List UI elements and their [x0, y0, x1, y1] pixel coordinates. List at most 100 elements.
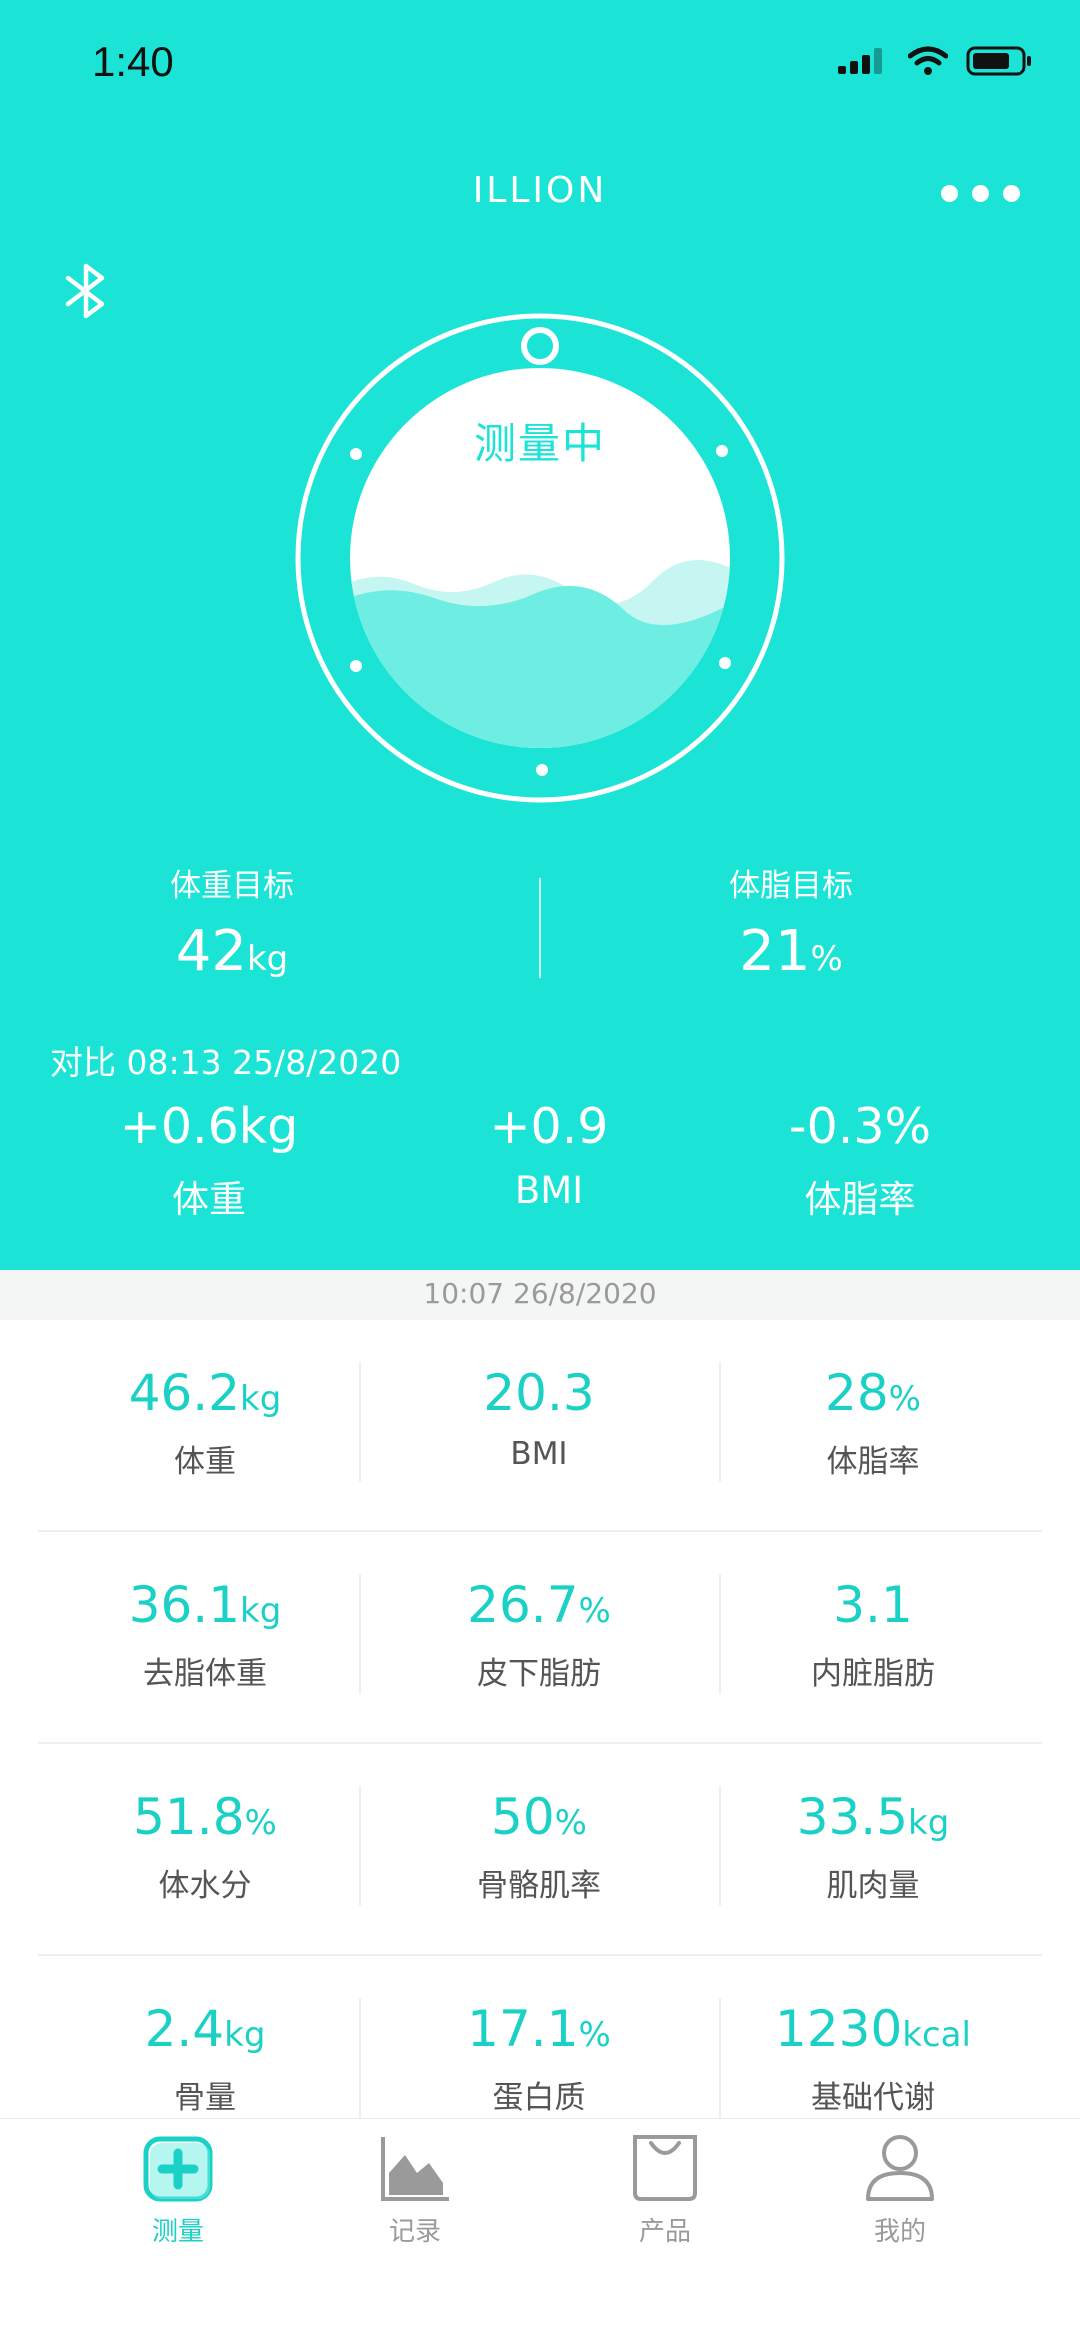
column-divider [719, 1786, 721, 1906]
metric-value: 36.1kg [38, 1576, 372, 1634]
metric-muscle-mass[interactable]: 33.5kg 肌肉量 [706, 1744, 1040, 1954]
page-title: ILLION [472, 170, 608, 211]
person-icon [866, 2135, 934, 2201]
column-divider [719, 1998, 721, 2118]
chart-icon [381, 2137, 449, 2201]
column-divider [359, 1998, 361, 2118]
metric-value: 20.3 [372, 1364, 706, 1422]
more-dot-icon [1003, 185, 1020, 202]
metric-number: 33.5 [796, 1788, 909, 1846]
fat-goal-value: 21% [611, 919, 971, 984]
metrics-grid: 46.2kg 体重 20.3 BMI 28% 体脂率 36.1kg 去脂体重 2… [38, 1320, 1042, 2166]
measuring-status: 测量中 [473, 419, 606, 468]
metric-unit: kcal [902, 2015, 971, 2055]
compare-fat-value: -0.3% [788, 1098, 932, 1155]
tab-measure[interactable]: 测量 [78, 2133, 278, 2248]
column-divider [359, 1786, 361, 1906]
compare-bmi-value: +0.9 [489, 1098, 609, 1155]
tab-bar: 测量 记录 产品 我的 [0, 2118, 1080, 2338]
column-divider [359, 1574, 361, 1694]
metric-label: 内脏脂肪 [811, 1656, 935, 1692]
compare-weight-label: 体重 [172, 1178, 246, 1221]
metric-label: 骨量 [174, 2080, 236, 2116]
metric-unit: kg [224, 2015, 266, 2055]
metric-number: 20.3 [483, 1364, 595, 1422]
bluetooth-icon [65, 263, 105, 319]
metric-value: 2.4kg [38, 2000, 372, 2058]
weight-goal-value: 42kg [52, 919, 412, 984]
metric-label: 皮下脂肪 [477, 1656, 601, 1692]
compare-bmi-label: BMI [514, 1169, 584, 1212]
metric-unit: % [554, 1803, 587, 1843]
weight-goal: 体重目标 42kg [52, 860, 412, 984]
metric-value: 1230kcal [706, 2000, 1040, 2058]
metric-subcutaneous-fat[interactable]: 26.7% 皮下脂肪 [372, 1532, 706, 1742]
metric-label: 骨骼肌率 [477, 1868, 601, 1904]
measure-dial [295, 313, 785, 803]
metric-bmr[interactable]: 1230kcal 基础代谢 [706, 1956, 1040, 2166]
more-dot-icon [941, 185, 958, 202]
tab-records[interactable]: 记录 [315, 2133, 515, 2248]
fat-goal-number: 21 [739, 919, 811, 984]
bag-icon [633, 2135, 697, 2201]
metric-label: 肌肉量 [826, 1868, 920, 1904]
more-button[interactable] [941, 185, 1020, 202]
signal-icon [838, 48, 882, 74]
fat-goal: 体脂目标 21% [611, 860, 971, 984]
wifi-icon [908, 46, 948, 75]
metric-protein[interactable]: 17.1% 蛋白质 [372, 1956, 706, 2166]
metric-lean-mass[interactable]: 36.1kg 去脂体重 [38, 1532, 372, 1742]
goal-divider [539, 878, 541, 978]
metric-number: 50 [491, 1788, 555, 1846]
metric-label: 体脂率 [826, 1444, 920, 1480]
metrics-row: 36.1kg 去脂体重 26.7% 皮下脂肪 3.1 内脏脂肪 [38, 1532, 1042, 1744]
metric-number: 51.8 [133, 1788, 245, 1846]
metric-unit: kg [908, 1803, 950, 1843]
tab-label: 记录 [388, 2217, 441, 2247]
metric-value: 50% [372, 1788, 706, 1846]
metric-label: 蛋白质 [492, 2080, 586, 2116]
tab-me[interactable]: 我的 [800, 2133, 1000, 2248]
compare-weight-value: +0.6kg [119, 1098, 299, 1155]
column-divider [719, 1362, 721, 1482]
metric-label: 体水分 [158, 1868, 252, 1904]
metric-number: 3.1 [833, 1576, 913, 1634]
bluetooth-button[interactable] [62, 262, 112, 324]
tab-label: 产品 [638, 2217, 691, 2247]
metric-unit: % [244, 1803, 277, 1843]
weight-goal-unit: kg [246, 939, 289, 979]
metric-body-water[interactable]: 51.8% 体水分 [38, 1744, 372, 1954]
metric-bone-mass[interactable]: 2.4kg 骨量 [38, 1956, 372, 2166]
metric-number: 46.2 [128, 1364, 241, 1422]
metric-unit: kg [240, 1591, 282, 1631]
tab-products[interactable]: 产品 [565, 2133, 765, 2248]
fat-goal-label: 体脂目标 [729, 868, 853, 904]
metric-bmi[interactable]: 20.3 BMI [372, 1320, 706, 1530]
tab-label: 测量 [151, 2217, 204, 2247]
metric-unit: % [578, 1591, 611, 1631]
column-divider [719, 1574, 721, 1694]
metric-visceral-fat[interactable]: 3.1 内脏脂肪 [706, 1532, 1040, 1742]
column-divider [359, 1362, 361, 1482]
metric-skeletal-muscle[interactable]: 50% 骨骼肌率 [372, 1744, 706, 1954]
metric-number: 2.4 [144, 2000, 225, 2058]
metric-number: 17.1 [467, 2000, 579, 2058]
tab-label: 我的 [873, 2217, 926, 2247]
metric-unit: kg [240, 1379, 282, 1419]
metric-value: 26.7% [372, 1576, 706, 1634]
status-icons [838, 46, 1032, 76]
dial-indicator [521, 327, 559, 365]
status-time: 1:40 [92, 38, 174, 85]
metric-unit: % [888, 1379, 921, 1419]
metric-label: 去脂体重 [143, 1656, 267, 1692]
compare-bmi: +0.9 BMI [399, 1098, 699, 1212]
metric-label: 体重 [174, 1444, 236, 1480]
more-dot-icon [972, 185, 989, 202]
compare-fat-label: 体脂率 [804, 1178, 916, 1221]
metrics-row: 51.8% 体水分 50% 骨骼肌率 33.5kg 肌肉量 [38, 1744, 1042, 1956]
metric-value: 51.8% [38, 1788, 372, 1846]
metric-label: 基础代谢 [811, 2080, 935, 2116]
metric-weight[interactable]: 46.2kg 体重 [38, 1320, 372, 1530]
metric-body-fat[interactable]: 28% 体脂率 [706, 1320, 1040, 1530]
metric-value: 46.2kg [38, 1364, 372, 1422]
